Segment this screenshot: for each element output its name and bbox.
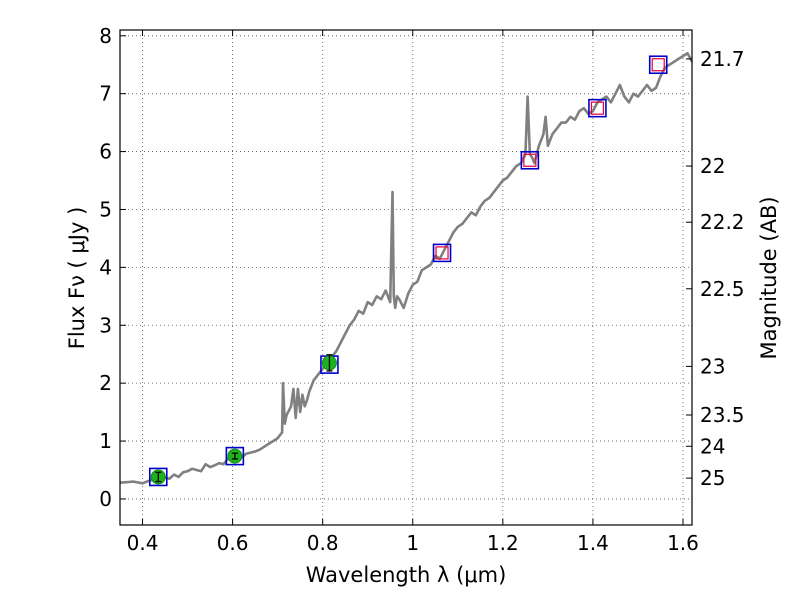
model-box	[648, 55, 668, 75]
right-tick-label: 21.7	[700, 47, 745, 71]
model-box	[225, 446, 245, 466]
right-tick-label: 23.5	[700, 403, 745, 427]
predicted-box	[435, 246, 449, 260]
right-axis-title: Magnitude (AB)	[757, 196, 781, 359]
x-tick-label: 1.2	[487, 531, 519, 555]
model-box	[520, 150, 540, 170]
right-tick-label: 22.2	[700, 210, 745, 234]
right-tick-label: 23	[700, 354, 725, 378]
x-tick-label: 0.4	[127, 531, 159, 555]
y-tick-label: 7	[99, 82, 112, 106]
right-tick-label: 22	[700, 154, 725, 178]
x-tick-label: 1.4	[577, 531, 609, 555]
x-tick-label: 0.6	[217, 531, 249, 555]
plot-frame	[119, 29, 693, 526]
y-tick-label: 1	[99, 429, 112, 453]
bandpass-markers	[148, 55, 668, 487]
model-box	[588, 98, 607, 118]
y-tick-label: 6	[99, 140, 112, 164]
model-box	[432, 243, 452, 263]
x-axis-title: Wavelength λ (μm)	[306, 563, 507, 587]
right-tick-label: 22.5	[700, 277, 745, 301]
x-tick-label: 1	[406, 531, 419, 555]
predicted-box	[590, 101, 605, 115]
y-tick-label: 4	[99, 255, 112, 279]
y-tick-label: 3	[99, 313, 112, 337]
spectrum-line	[119, 51, 694, 485]
ticks: 0.4 0.6 0.8 1 1.2 1.4 1.601234567821.72222.222…	[99, 24, 744, 555]
grid	[120, 30, 692, 525]
right-tick-label: 25	[700, 466, 725, 490]
right-tick-label: 24	[700, 434, 725, 458]
model-box	[148, 467, 168, 487]
x-tick-label: 0.8	[307, 531, 339, 555]
photometry-points	[150, 354, 337, 485]
spectrum-layer	[119, 51, 694, 485]
predicted-box	[523, 153, 537, 167]
x-tick-label: 1.6	[667, 531, 699, 555]
y-tick-label: 8	[99, 24, 112, 48]
y-axis-title: Flux Fν ( μJy )	[65, 207, 89, 350]
predicted-box	[651, 58, 665, 72]
y-tick-label: 0	[99, 487, 112, 511]
y-tick-label: 5	[99, 197, 112, 221]
y-tick-label: 2	[99, 371, 112, 395]
